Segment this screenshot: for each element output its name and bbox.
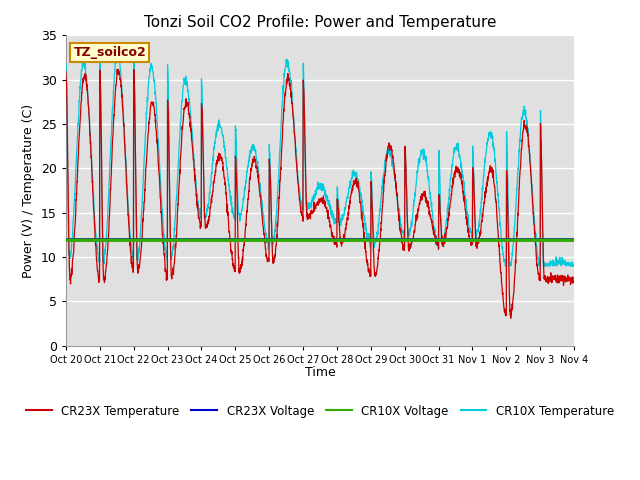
Title: Tonzi Soil CO2 Profile: Power and Temperature: Tonzi Soil CO2 Profile: Power and Temper… (144, 15, 496, 30)
Y-axis label: Power (V) / Temperature (C): Power (V) / Temperature (C) (22, 104, 35, 277)
X-axis label: Time: Time (305, 366, 335, 379)
Text: TZ_soilco2: TZ_soilco2 (74, 46, 147, 59)
Legend: CR23X Temperature, CR23X Voltage, CR10X Voltage, CR10X Temperature: CR23X Temperature, CR23X Voltage, CR10X … (21, 400, 619, 422)
